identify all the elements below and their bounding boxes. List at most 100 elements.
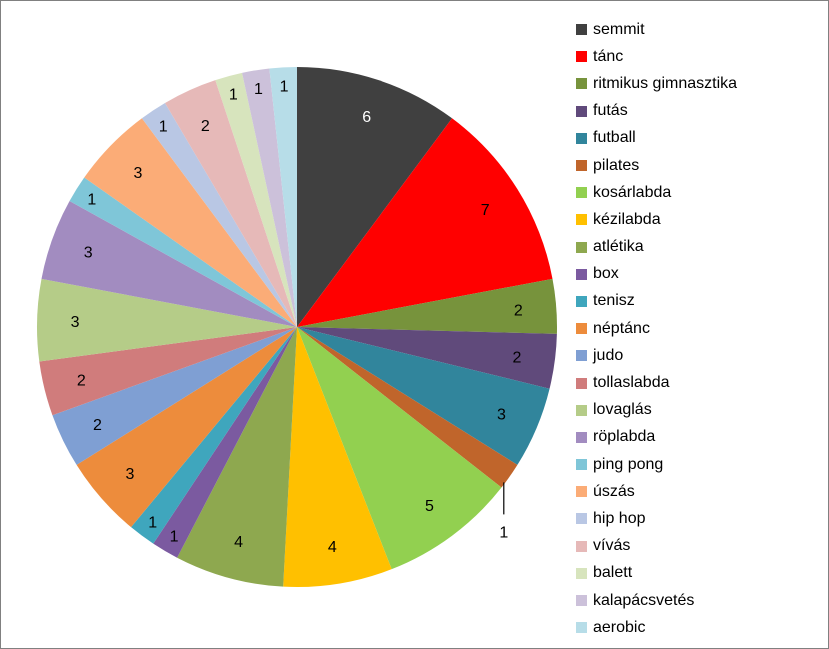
pie-slice-ritmikus-gimnasztika	[297, 278, 558, 334]
legend-label: semmit	[593, 20, 645, 38]
pie-slice-futas	[297, 327, 557, 389]
legend-label: úszás	[593, 482, 635, 500]
legend-swatch	[576, 595, 587, 607]
data-label-neptanc: 3	[125, 466, 134, 483]
legend-item-uszas: úszás	[576, 478, 816, 505]
data-label-ping-pong: 1	[87, 192, 96, 209]
legend-swatch	[576, 404, 587, 416]
legend-item-futball: futball	[576, 125, 816, 152]
legend-item-neptanc: néptánc	[576, 315, 816, 342]
legend-swatch	[576, 540, 587, 552]
legend-label: kalapácsvetés	[593, 591, 695, 609]
legend-swatch	[576, 350, 587, 362]
legend-item-semmit: semmit	[576, 16, 816, 43]
legend: semmit tánc ritmikus gimnasztika futás futba…	[576, 16, 816, 641]
legend-item-roplabda: röplabda	[576, 424, 816, 451]
data-label-atletika: 4	[234, 534, 243, 551]
legend-label: ritmikus gimnasztika	[593, 74, 738, 92]
pie-slice-uszas	[84, 118, 298, 327]
legend-item-hip-hop: hip hop	[576, 505, 816, 532]
legend-swatch	[576, 431, 587, 443]
pie-slices	[36, 67, 558, 587]
legend-label: kosárlabda	[593, 183, 672, 201]
legend-item-pilates: pilates	[576, 152, 816, 179]
legend-item-kosarlabda: kosárlabda	[576, 179, 816, 206]
legend-label: hip hop	[593, 509, 646, 527]
legend-label: néptánc	[593, 319, 650, 337]
data-label-aerobic: 1	[280, 78, 289, 95]
legend-item-vivas: vívás	[576, 533, 816, 560]
pie-slice-kezilabda	[283, 327, 392, 587]
legend-swatch	[576, 160, 587, 172]
legend-swatch	[576, 187, 587, 199]
legend-label: balett	[593, 564, 633, 582]
legend-item-tanc: tánc	[576, 43, 816, 70]
data-label-pilates: 1	[499, 524, 508, 541]
legend-label: tánc	[593, 47, 624, 65]
legend-swatch	[576, 377, 587, 389]
legend-item-lovaglas: lovaglás	[576, 397, 816, 424]
data-label-semmit: 6	[362, 109, 371, 126]
legend-item-atletika: atlétika	[576, 234, 816, 261]
pie-slice-ping-pong	[69, 177, 297, 327]
legend-swatch	[576, 105, 587, 117]
pie-slice-kalapacsvetes	[242, 68, 297, 327]
data-label-lovaglas: 3	[71, 314, 80, 331]
legend-item-kezilabda: kézilabda	[576, 206, 816, 233]
pie-slice-tenisz	[131, 327, 297, 544]
data-label-kosarlabda: 5	[425, 498, 434, 515]
legend-label: judo	[593, 346, 624, 364]
legend-swatch	[576, 295, 587, 307]
legend-swatch	[576, 51, 587, 63]
pie-slice-vivas	[165, 80, 297, 327]
pie-slice-aerobic	[269, 67, 297, 327]
legend-item-ping-pong: ping pong	[576, 451, 816, 478]
legend-swatch	[576, 459, 587, 471]
legend-label: atlétika	[593, 238, 644, 256]
pie-slice-tollaslabda	[39, 327, 298, 416]
legend-label: futball	[593, 129, 636, 147]
pie-slice-atletika	[177, 327, 297, 587]
legend-swatch	[576, 132, 587, 144]
data-label-tanc: 7	[481, 202, 490, 219]
data-label-uszas: 3	[133, 165, 142, 182]
legend-label: kézilabda	[593, 210, 661, 228]
pie-slice-box	[153, 327, 297, 558]
data-label-tenisz: 1	[148, 514, 157, 531]
legend-swatch	[576, 24, 587, 36]
pie-slice-kosarlabda	[297, 327, 502, 570]
pie-slice-tanc	[297, 118, 553, 327]
pie-slice-neptanc	[76, 327, 297, 528]
pie-slice-roplabda	[41, 201, 297, 327]
legend-label: vívás	[593, 537, 631, 555]
legend-item-aerobic: aerobic	[576, 614, 816, 641]
legend-item-ritmikus-gimnasztika: ritmikus gimnasztika	[576, 70, 816, 97]
data-label-box: 1	[170, 529, 179, 546]
legend-label: futás	[593, 102, 628, 120]
data-label-ritmikus-gimnasztika: 2	[514, 302, 523, 319]
pie-slice-hip-hop	[141, 103, 297, 327]
legend-swatch	[576, 78, 587, 90]
data-label-roplabda: 3	[84, 245, 93, 262]
legend-item-balett: balett	[576, 560, 816, 587]
data-label-judo: 2	[93, 417, 102, 434]
legend-swatch	[576, 268, 587, 280]
data-label-futball: 3	[497, 406, 506, 423]
legend-swatch	[576, 486, 587, 498]
data-label-balett: 1	[229, 87, 238, 104]
legend-item-tollaslabda: tollaslabda	[576, 369, 816, 396]
data-label-hip-hop: 1	[159, 118, 168, 135]
legend-item-judo: judo	[576, 342, 816, 369]
legend-swatch	[576, 323, 587, 335]
pie-slice-futball	[297, 327, 550, 465]
legend-item-kalapacsvetes: kalapácsvetés	[576, 587, 816, 614]
legend-label: ping pong	[593, 455, 664, 473]
pie-slice-judo	[52, 327, 297, 465]
data-label-tollaslabda: 2	[77, 373, 86, 390]
legend-swatch	[576, 513, 587, 525]
legend-swatch	[576, 567, 587, 579]
data-label-vivas: 2	[201, 118, 210, 135]
pie-slice-pilates	[297, 327, 518, 488]
